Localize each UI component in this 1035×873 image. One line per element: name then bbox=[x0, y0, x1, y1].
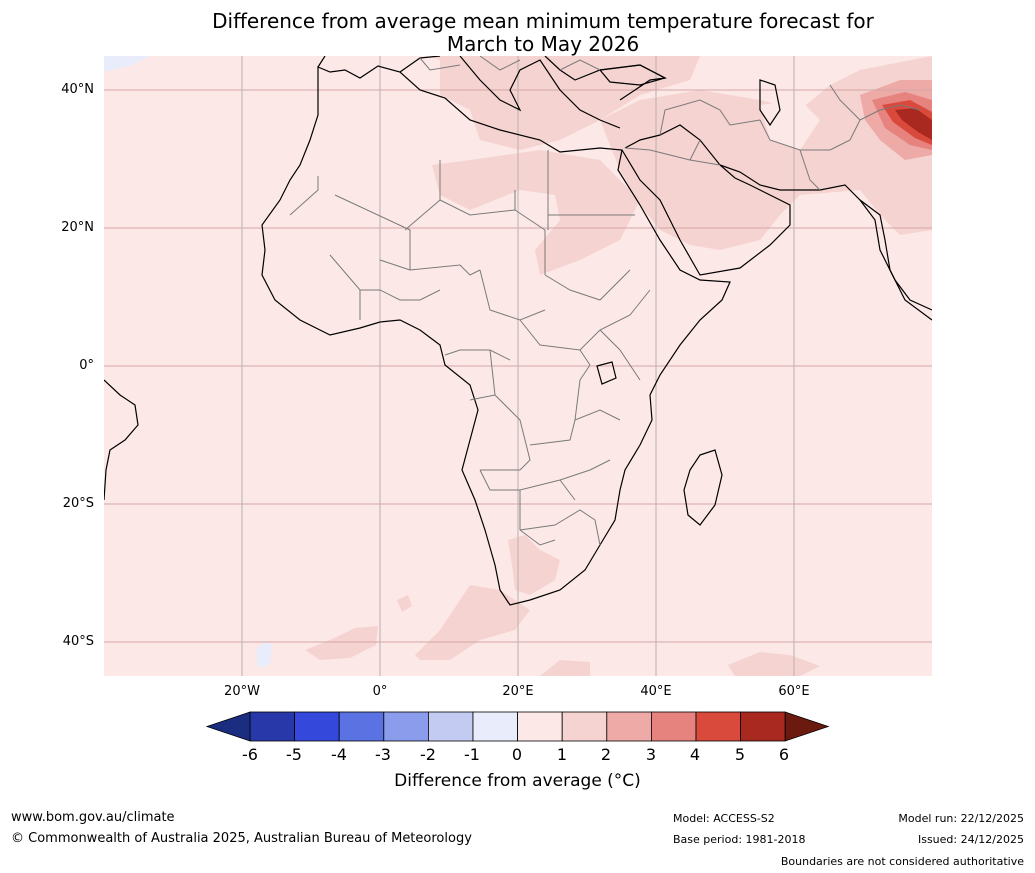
coast-africa bbox=[261, 65, 731, 606]
coast-madagascar bbox=[683, 449, 723, 526]
tick-label: -6 bbox=[242, 745, 258, 764]
colorbar-segment bbox=[249, 711, 295, 742]
footer-model: Model: ACCESS-S2 bbox=[673, 812, 775, 825]
colorbar-over-arrow bbox=[784, 711, 830, 742]
anomaly-region-europe bbox=[430, 56, 700, 150]
coast-india bbox=[859, 199, 932, 311]
chart-title: Difference from average mean minimum tem… bbox=[104, 10, 982, 56]
anomaly-region-indian-ocean bbox=[728, 652, 820, 676]
tick-label: 4 bbox=[689, 745, 701, 764]
colorbar-segment bbox=[338, 711, 385, 742]
tick-label: 3 bbox=[645, 745, 657, 764]
lon-label-20e: 20°E bbox=[502, 684, 534, 699]
anomaly-region-cold-sw bbox=[256, 640, 272, 668]
anomaly-region-cold-nw bbox=[104, 56, 150, 72]
tick-label: -3 bbox=[375, 745, 391, 764]
gridlines-meridians bbox=[241, 56, 795, 676]
anomaly-region-southeast-ocean bbox=[540, 660, 590, 676]
footer-disclaimer: Boundaries are not considered authoritat… bbox=[780, 855, 1024, 868]
coastlines bbox=[104, 56, 932, 606]
lat-label-40s: 40°S bbox=[62, 634, 94, 649]
colorbar-segment bbox=[651, 711, 697, 742]
tick-label: 0 bbox=[511, 745, 523, 764]
colorbar-segment bbox=[517, 711, 563, 742]
border-north-africa bbox=[289, 150, 651, 351]
footer-copyright: © Commonwealth of Australia 2025, Austra… bbox=[11, 831, 472, 846]
coast-south-america bbox=[104, 379, 139, 501]
anomaly-region-himalaya-5 bbox=[895, 108, 932, 140]
anomaly-region-namibia bbox=[508, 535, 560, 595]
colorbar-segment bbox=[606, 711, 652, 742]
colorbar-segment bbox=[695, 711, 741, 742]
lon-label-60e: 60°E bbox=[778, 684, 810, 699]
footer-model-run: Model run: 22/12/2025 bbox=[898, 812, 1024, 825]
lat-label-20n: 20°N bbox=[61, 220, 94, 235]
colorbar-segment bbox=[561, 711, 608, 742]
colorbar-segment bbox=[472, 711, 518, 742]
lat-label-40n: 40°N bbox=[61, 82, 94, 97]
tick-label: -2 bbox=[420, 745, 436, 764]
border-central-africa bbox=[444, 329, 641, 471]
tick-label: 5 bbox=[734, 745, 746, 764]
colorbar-under-arrow bbox=[205, 711, 251, 742]
title-line-2: March to May 2026 bbox=[446, 32, 640, 56]
anomaly-region-ocean-small bbox=[397, 595, 412, 612]
border-southern-africa bbox=[479, 459, 611, 546]
coast-lake-victoria bbox=[596, 361, 617, 385]
lon-label-20w: 20°W bbox=[224, 684, 260, 699]
colorbar-segment bbox=[740, 711, 786, 742]
tick-label: 1 bbox=[556, 745, 568, 764]
title-line-1: Difference from average mean minimum tem… bbox=[212, 9, 874, 33]
colorbar-segment bbox=[294, 711, 340, 742]
anomaly-region-south-atlantic bbox=[415, 585, 530, 660]
country-borders bbox=[289, 56, 921, 546]
colorbar-segments bbox=[205, 711, 830, 742]
footer-issued: Issued: 24/12/2025 bbox=[917, 833, 1024, 846]
anomaly-region-iran-plateau bbox=[760, 100, 820, 150]
tick-label: -4 bbox=[331, 745, 347, 764]
lat-label-0: 0° bbox=[79, 358, 94, 373]
tick-label: 6 bbox=[778, 745, 790, 764]
lon-label-40e: 40°E bbox=[640, 684, 672, 699]
tick-label: -5 bbox=[286, 745, 302, 764]
border-middle-east bbox=[624, 84, 921, 191]
coast-arabia bbox=[621, 124, 791, 276]
colorbar-segment bbox=[427, 711, 474, 742]
tick-label: 2 bbox=[600, 745, 612, 764]
anomaly-region-southwest-ocean bbox=[305, 626, 378, 660]
footer-base-period: Base period: 1981-2018 bbox=[673, 833, 806, 846]
border-europe bbox=[419, 56, 601, 71]
colorbar-label: Difference from average (°C) bbox=[394, 771, 641, 791]
coast-black-sea bbox=[598, 64, 667, 86]
tick-label: -1 bbox=[464, 745, 480, 764]
lon-label-0: 0° bbox=[372, 684, 388, 699]
anomaly-region-sahara bbox=[432, 150, 640, 275]
coast-caspian bbox=[759, 79, 781, 127]
lat-label-20s: 20°S bbox=[62, 496, 94, 511]
footer-website[interactable]: www.bom.gov.au/climate bbox=[11, 810, 175, 825]
colorbar-segment bbox=[383, 711, 429, 742]
